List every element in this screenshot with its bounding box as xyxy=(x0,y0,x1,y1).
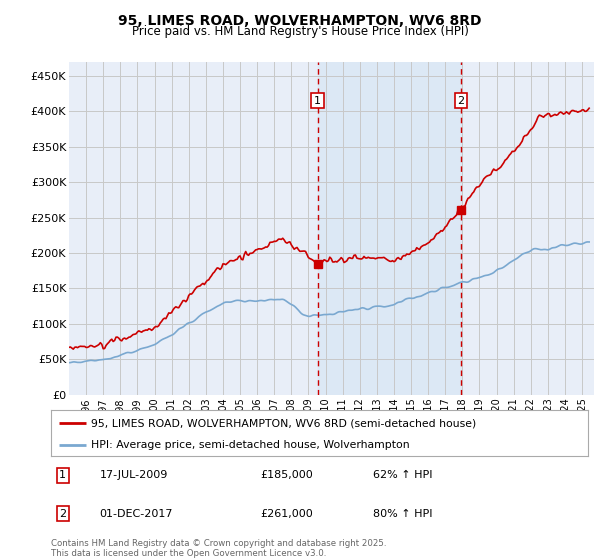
Text: HPI: Average price, semi-detached house, Wolverhampton: HPI: Average price, semi-detached house,… xyxy=(91,440,410,450)
Text: 1: 1 xyxy=(59,470,67,480)
Text: Price paid vs. HM Land Registry's House Price Index (HPI): Price paid vs. HM Land Registry's House … xyxy=(131,25,469,38)
Text: 2: 2 xyxy=(457,96,464,106)
Text: £261,000: £261,000 xyxy=(260,509,313,519)
Text: 95, LIMES ROAD, WOLVERHAMPTON, WV6 8RD (semi-detached house): 95, LIMES ROAD, WOLVERHAMPTON, WV6 8RD (… xyxy=(91,418,476,428)
Text: 62% ↑ HPI: 62% ↑ HPI xyxy=(373,470,433,480)
Bar xyxy=(317,62,461,395)
Text: 2: 2 xyxy=(59,509,67,519)
Text: 01-DEC-2017: 01-DEC-2017 xyxy=(100,509,173,519)
Text: Contains HM Land Registry data © Crown copyright and database right 2025.
This d: Contains HM Land Registry data © Crown c… xyxy=(51,539,386,558)
Text: 80% ↑ HPI: 80% ↑ HPI xyxy=(373,509,433,519)
Text: 95, LIMES ROAD, WOLVERHAMPTON, WV6 8RD: 95, LIMES ROAD, WOLVERHAMPTON, WV6 8RD xyxy=(118,14,482,28)
Text: 17-JUL-2009: 17-JUL-2009 xyxy=(100,470,168,480)
Text: 1: 1 xyxy=(314,96,321,106)
Text: £185,000: £185,000 xyxy=(260,470,313,480)
